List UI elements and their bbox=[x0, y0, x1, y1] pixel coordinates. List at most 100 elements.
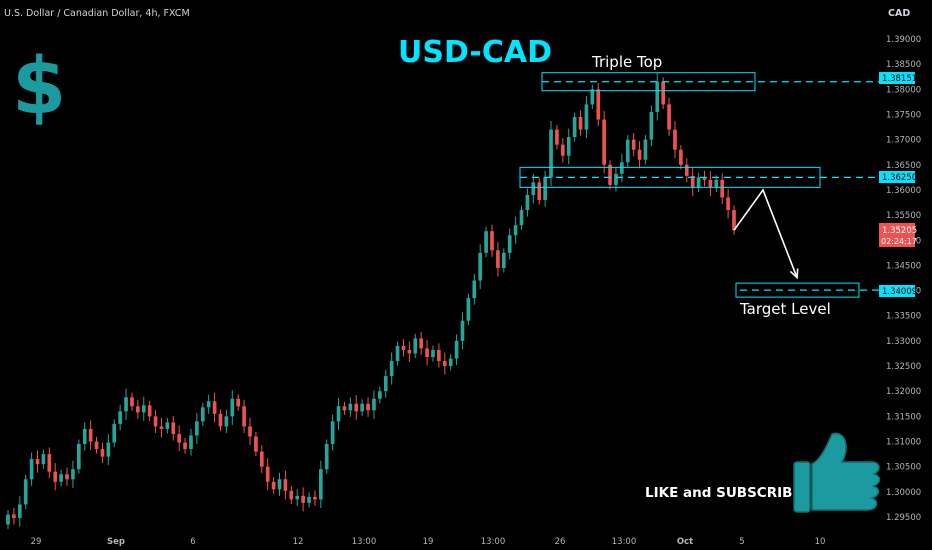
candle-body bbox=[413, 338, 418, 354]
candle-body bbox=[590, 89, 595, 105]
candle-body bbox=[12, 514, 16, 519]
candle-body bbox=[667, 104, 671, 130]
triple-top-label: Triple Top bbox=[591, 53, 662, 71]
candle-body bbox=[572, 116, 577, 138]
candle-body bbox=[720, 179, 725, 198]
candle-body bbox=[726, 197, 730, 211]
candle-body bbox=[596, 89, 601, 120]
candle-body bbox=[224, 416, 229, 427]
candle-body bbox=[124, 397, 128, 412]
price-label-resistance: 1.38151 bbox=[879, 72, 917, 84]
y-tick-label: 1.32000 bbox=[886, 387, 921, 397]
y-tick-label: 1.39000 bbox=[886, 35, 921, 45]
candle-body bbox=[283, 479, 288, 491]
x-tick-label: 5 bbox=[739, 537, 744, 547]
candle-body bbox=[466, 298, 471, 321]
candle-body bbox=[431, 349, 435, 357]
candle-body bbox=[366, 403, 370, 411]
candle-body bbox=[295, 495, 300, 500]
candle-body bbox=[708, 179, 713, 188]
candle-body bbox=[395, 345, 400, 362]
y-tick-label: 1.31000 bbox=[886, 438, 921, 448]
candle-body bbox=[690, 175, 695, 188]
candle-body bbox=[189, 435, 193, 450]
candle-body bbox=[242, 406, 246, 427]
candle-body bbox=[478, 252, 483, 281]
candle-body bbox=[519, 210, 524, 226]
candle-body bbox=[625, 139, 630, 163]
candle-body bbox=[206, 401, 211, 408]
candle-body bbox=[212, 401, 217, 414]
y-tick-label: 1.35500 bbox=[886, 211, 921, 221]
candle-body bbox=[23, 479, 28, 505]
candle-body bbox=[330, 421, 335, 445]
candle-body bbox=[401, 345, 406, 350]
x-tick-label: 13:00 bbox=[612, 537, 637, 547]
symbol-title: U.S. Dollar / Canadian Dollar, 4h, FXCM bbox=[4, 8, 190, 19]
candle-body bbox=[324, 444, 329, 470]
candle-body bbox=[448, 358, 453, 367]
y-tick-label: 1.29500 bbox=[886, 513, 921, 523]
candle-body bbox=[543, 177, 547, 201]
candle-body bbox=[584, 104, 589, 130]
candle-body bbox=[301, 495, 305, 503]
candle-body bbox=[655, 81, 660, 112]
candle-body bbox=[165, 422, 170, 429]
candle-body bbox=[59, 474, 63, 482]
candle-body bbox=[277, 479, 282, 490]
candle-body bbox=[289, 490, 294, 500]
candle-body bbox=[454, 340, 459, 359]
candle-body bbox=[496, 250, 500, 268]
candle-body bbox=[555, 129, 559, 145]
candle-body bbox=[318, 469, 323, 500]
currency-label: CAD bbox=[888, 8, 910, 19]
candle-body bbox=[437, 349, 441, 362]
candle-body bbox=[183, 442, 187, 450]
candle-body bbox=[360, 403, 364, 412]
candle-body bbox=[372, 398, 376, 411]
candle-body bbox=[661, 81, 666, 105]
candle-body bbox=[419, 338, 424, 349]
candle-body bbox=[82, 428, 87, 445]
candle-body bbox=[6, 514, 10, 525]
y-tick-label: 1.32500 bbox=[886, 362, 921, 372]
candle-body bbox=[342, 406, 347, 411]
y-tick-label: 1.38500 bbox=[886, 60, 921, 70]
candle-body bbox=[218, 413, 223, 427]
candle-body bbox=[472, 280, 477, 299]
candle-body bbox=[200, 407, 205, 422]
candle-body bbox=[631, 139, 636, 150]
candle-body bbox=[507, 235, 512, 253]
candle-body bbox=[195, 421, 199, 436]
svg-text:1.36250: 1.36250 bbox=[882, 173, 917, 183]
candle-body bbox=[313, 496, 317, 500]
candle-body bbox=[732, 210, 736, 231]
candle-body bbox=[389, 361, 394, 377]
candle-body bbox=[442, 361, 447, 367]
candle-body bbox=[141, 405, 146, 413]
candle-body bbox=[602, 119, 606, 165]
candle-body bbox=[71, 469, 75, 480]
y-tick-label: 1.31500 bbox=[886, 412, 921, 422]
candle-body bbox=[271, 481, 276, 490]
candle-body bbox=[383, 376, 388, 392]
y-tick-label: 1.36500 bbox=[886, 161, 921, 171]
candle-body bbox=[673, 129, 677, 150]
candle-body bbox=[29, 459, 34, 480]
candle-body bbox=[620, 162, 624, 174]
x-tick-label: 13:00 bbox=[481, 537, 506, 547]
candle-body bbox=[560, 144, 565, 156]
y-tick-label: 1.33500 bbox=[886, 312, 921, 322]
candle-body bbox=[35, 459, 40, 465]
candle-body bbox=[65, 474, 69, 480]
candle-body bbox=[94, 441, 99, 450]
candle-body bbox=[336, 406, 341, 422]
price-label-last: 1.35205 02:24:17 bbox=[879, 223, 917, 247]
cta-text: LIKE and SUBSCRIBE bbox=[645, 485, 802, 501]
y-tick-label: 1.30500 bbox=[886, 463, 921, 473]
candle-body bbox=[100, 449, 105, 457]
candle-body bbox=[460, 320, 465, 341]
candle-body bbox=[614, 173, 618, 185]
candle-body bbox=[537, 182, 542, 201]
price-label-target: 1.34009 bbox=[879, 285, 917, 297]
